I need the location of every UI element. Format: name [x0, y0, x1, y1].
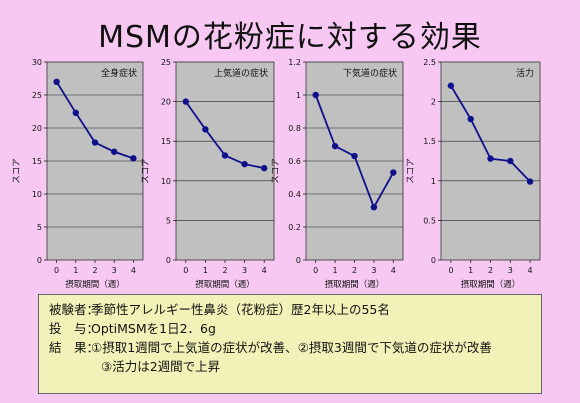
- summary-subject-text: 季節性アレルギー性鼻炎（花粉症）歴2年以上の55名: [91, 302, 390, 317]
- data-point: [182, 98, 189, 105]
- y-axis-title: スコア: [406, 158, 416, 184]
- y-tick-label: 10: [161, 177, 171, 186]
- summary-result-row: 結 果：①摂取1週間で上気道の症状が改善、②摂取3週間で下気道の症状が改善: [49, 338, 541, 357]
- y-tick-label: 2: [431, 98, 436, 107]
- summary-subject-row: 被験者：季節性アレルギー性鼻炎（花粉症）歴2年以上の55名: [49, 300, 541, 319]
- chart-title: 活力: [516, 67, 534, 79]
- y-tick-label: 2.5: [423, 58, 436, 67]
- x-axis-title: 摂取期間（週）: [461, 279, 521, 290]
- data-point: [331, 142, 339, 150]
- x-tick-label: 1: [468, 266, 473, 275]
- data-point: [91, 139, 99, 146]
- data-point: [467, 115, 474, 123]
- data-point: [261, 164, 268, 172]
- summary-result-line1: ①摂取1週間で上気道の症状が改善、②摂取3週間で下気道の症状が改善: [91, 340, 492, 355]
- data-point: [507, 157, 514, 165]
- x-tick-label: 4: [391, 266, 396, 275]
- x-tick-label: 4: [262, 266, 267, 275]
- y-tick-label: 30: [32, 58, 42, 67]
- chart-title: 上気道の症状: [214, 67, 268, 79]
- y-axis-title: スコア: [271, 158, 281, 184]
- y-tick-label: 0.2: [288, 223, 301, 232]
- x-tick-label: 1: [203, 266, 208, 275]
- x-tick-label: 2: [222, 266, 227, 275]
- data-point: [241, 160, 248, 168]
- data-point: [111, 148, 118, 155]
- summary-result-row-2: ③活力は2週間で上昇: [49, 357, 541, 376]
- y-tick-label: 10: [32, 190, 42, 199]
- y-tick-label: 25: [161, 58, 171, 67]
- data-point: [130, 155, 137, 162]
- y-tick-label: 1.2: [288, 58, 301, 67]
- chart-title: 下気道の症状: [343, 67, 397, 79]
- x-axis-title: 摂取期間（週）: [65, 279, 125, 290]
- y-tick-label: 1.5: [423, 137, 436, 146]
- x-tick-label: 3: [371, 266, 376, 275]
- x-tick-label: 2: [92, 266, 97, 275]
- x-tick-label: 2: [352, 266, 357, 275]
- x-axis-title: 摂取期間（週）: [325, 279, 385, 290]
- y-tick-label: 5: [166, 216, 171, 225]
- x-tick-label: 1: [73, 266, 78, 275]
- y-tick-label: 1: [296, 91, 301, 100]
- y-tick-label: 15: [161, 137, 171, 146]
- y-tick-label: 5: [37, 223, 42, 232]
- summary-result-line2: ③活力は2週間で上昇: [101, 359, 221, 374]
- y-tick-label: 20: [161, 98, 171, 107]
- y-tick-label: 15: [32, 157, 42, 166]
- x-tick-label: 4: [131, 266, 136, 275]
- x-tick-label: 3: [508, 266, 513, 275]
- y-tick-label: 25: [32, 91, 42, 100]
- x-tick-label: 0: [54, 266, 59, 275]
- plot-area: [175, 61, 275, 261]
- x-tick-label: 3: [242, 266, 247, 275]
- x-tick-label: 2: [488, 266, 493, 275]
- summary-box: 被験者：季節性アレルギー性鼻炎（花粉症）歴2年以上の55名 投 与：OptiMS…: [38, 294, 542, 394]
- y-tick-label: 0: [296, 256, 301, 265]
- y-tick-label: 0: [37, 256, 42, 265]
- y-tick-label: 20: [32, 124, 42, 133]
- x-tick-label: 0: [313, 266, 318, 275]
- data-point: [53, 78, 60, 86]
- data-point: [526, 178, 534, 185]
- x-axis-title: 摂取期間（週）: [195, 279, 255, 290]
- data-point: [72, 109, 80, 117]
- data-point: [370, 204, 378, 211]
- y-tick-label: 0.5: [423, 216, 436, 225]
- summary-subject-label: 被験者：: [49, 302, 100, 317]
- x-tick-label: 0: [448, 266, 453, 275]
- x-tick-label: 1: [333, 266, 338, 275]
- y-tick-label: 0.6: [288, 157, 301, 166]
- data-point: [221, 152, 229, 159]
- data-point: [351, 152, 358, 160]
- summary-dose-text: OptiMSMを1日2．6g: [91, 321, 216, 336]
- summary-dose-label: 投 与：: [49, 321, 100, 336]
- x-tick-label: 4: [528, 266, 533, 275]
- y-tick-label: 0.4: [288, 190, 301, 199]
- data-point: [390, 169, 397, 176]
- y-tick-label: 0: [166, 256, 171, 265]
- y-axis-title: スコア: [141, 158, 151, 184]
- summary-result-label: 結 果：: [49, 340, 100, 355]
- chart-title: 全身症状: [101, 67, 137, 79]
- data-point: [202, 126, 209, 133]
- summary-dose-row: 投 与：OptiMSMを1日2．6g: [49, 319, 541, 338]
- data-point: [487, 155, 494, 162]
- y-tick-label: 0.8: [288, 124, 301, 133]
- data-point: [312, 91, 319, 99]
- data-point: [447, 82, 455, 89]
- y-tick-label: 1: [431, 177, 436, 186]
- page-title: MSMの花粉症に対する効果: [98, 20, 482, 55]
- y-tick-label: 0: [431, 256, 436, 265]
- x-tick-label: 3: [112, 266, 117, 275]
- x-tick-label: 0: [183, 266, 188, 275]
- y-axis-title: スコア: [12, 158, 22, 184]
